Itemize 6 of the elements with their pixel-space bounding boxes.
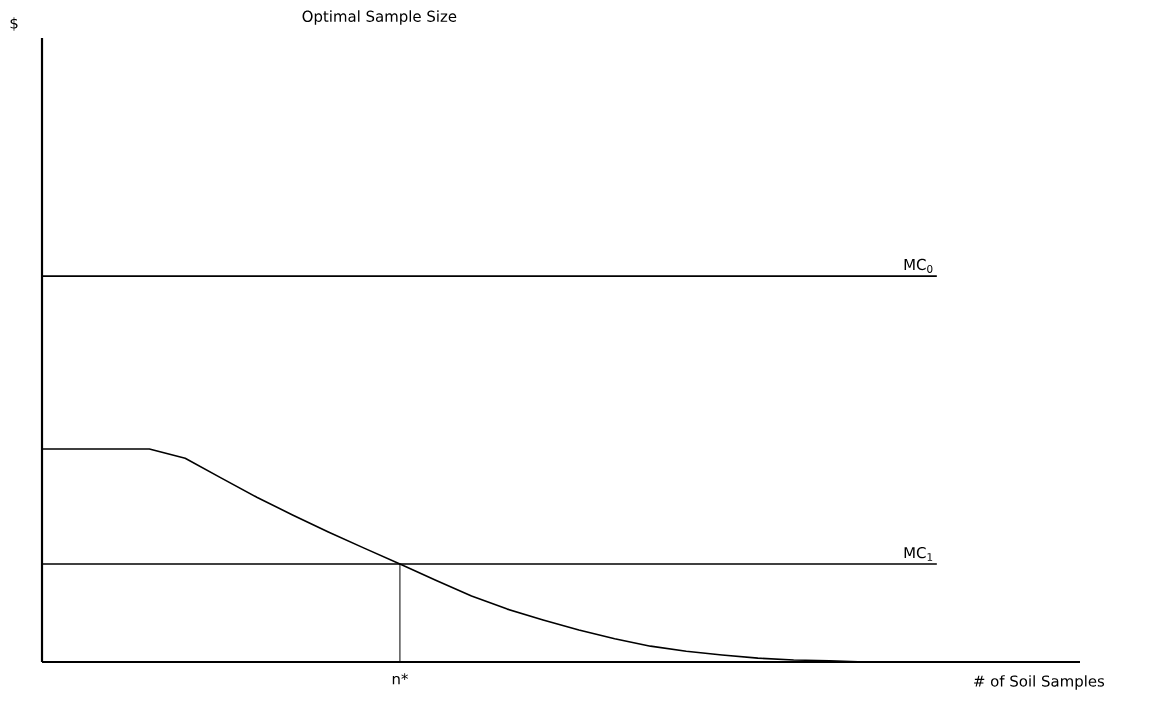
x-axis-title: # of Soil Samples [974,675,1105,690]
text: n* [392,673,408,685]
text: $ [10,17,18,31]
series-label: MC$_{0}$ [904,258,933,273]
series-label: MC$_{1}$ [904,546,933,561]
chart-title: Optimal Sample Size [302,10,457,25]
